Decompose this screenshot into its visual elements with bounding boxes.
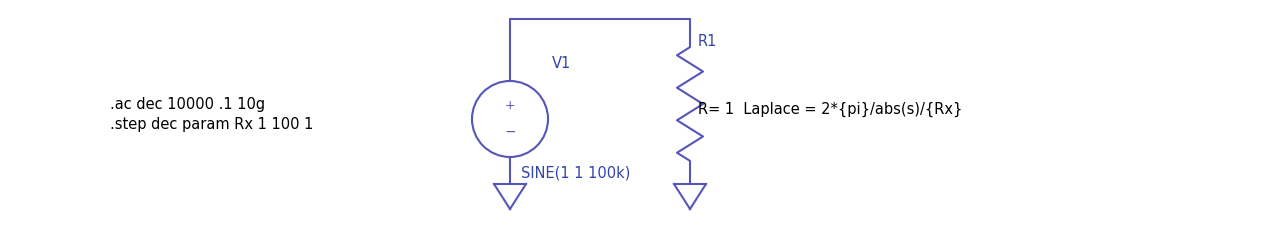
Text: R1: R1 — [698, 34, 718, 49]
Text: .ac dec 10000 .1 10g: .ac dec 10000 .1 10g — [111, 96, 265, 112]
Text: SINE(1 1 100k): SINE(1 1 100k) — [521, 165, 630, 180]
Text: −: − — [504, 125, 516, 139]
Text: V1: V1 — [552, 56, 571, 71]
Text: .step dec param Rx 1 100 1: .step dec param Rx 1 100 1 — [111, 117, 314, 131]
Text: R= 1  Laplace = 2*{pi}/abs(s)/{Rx}: R= 1 Laplace = 2*{pi}/abs(s)/{Rx} — [698, 101, 962, 117]
Text: +: + — [504, 99, 516, 112]
